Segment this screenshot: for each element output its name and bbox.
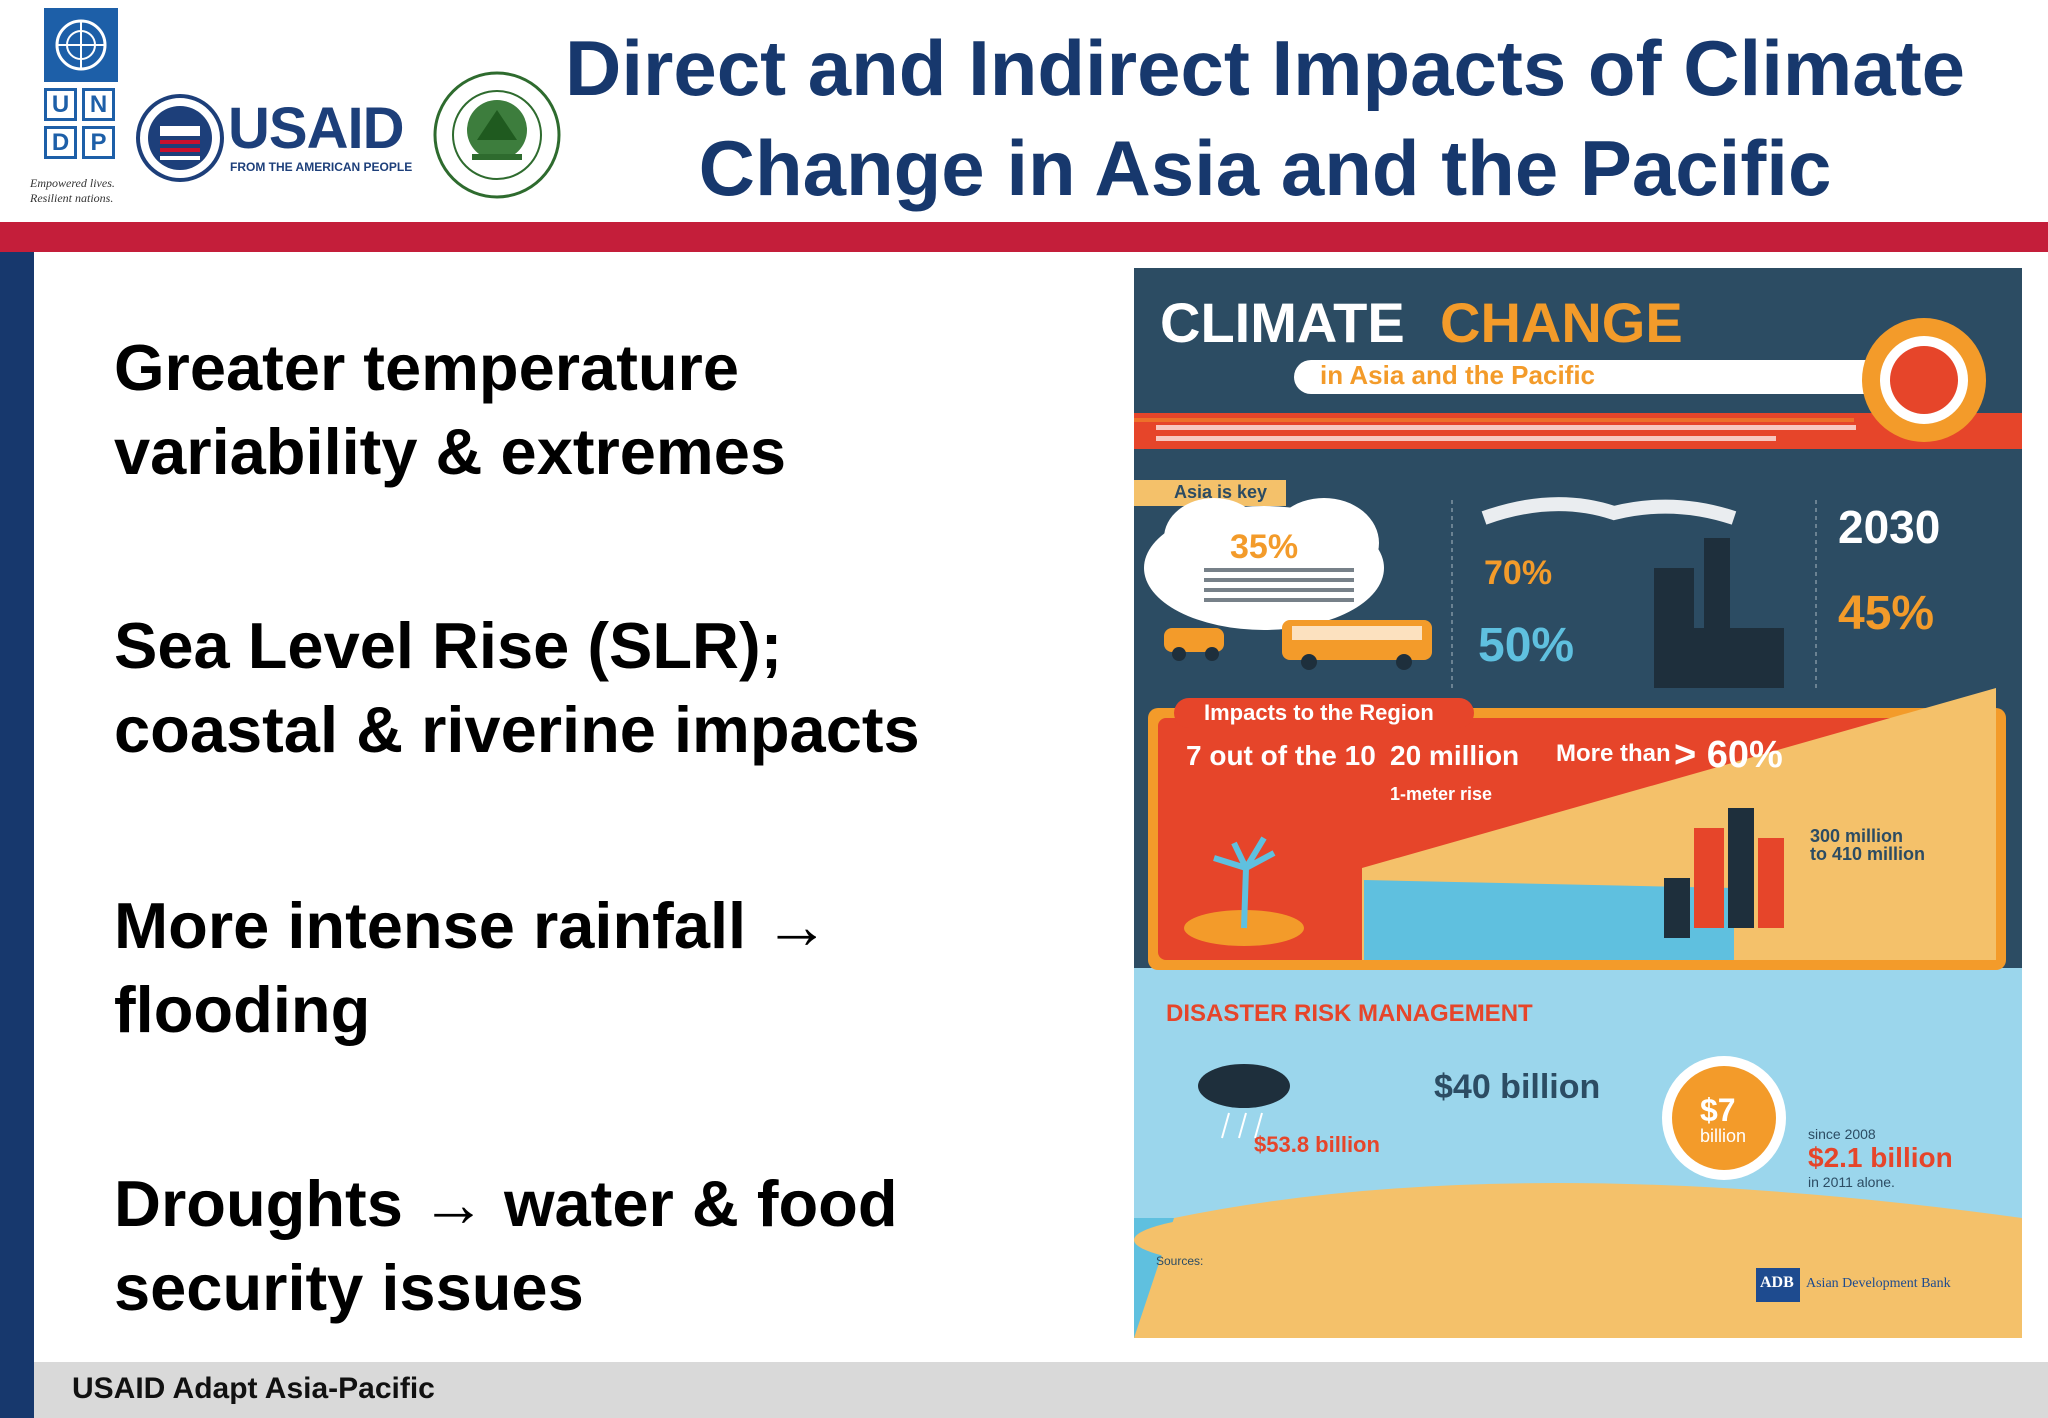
left-accent-bar <box>0 252 34 1418</box>
since-2008: since 2008 <box>1808 1126 1876 1142</box>
stat-53-8-billion: $53.8 billion <box>1254 1132 1380 1157</box>
slide-title-line2: Change in Asia and the Pacific <box>698 124 1832 212</box>
stat-45-percent: 45% <box>1838 587 1935 640</box>
bullet-line: More intense rainfall → <box>114 889 830 962</box>
header-divider-bar <box>0 222 2048 252</box>
footer-bar <box>34 1362 2048 1418</box>
climate-change-infographic: CLIMATE CHANGE in Asia and the Pacific A… <box>1134 268 2022 1338</box>
stat-60-percent: > 60% <box>1674 734 1783 776</box>
stat-410-million: to 410 million <box>1810 844 1926 864</box>
undp-tagline-line1: Empowered lives. <box>30 176 115 190</box>
usaid-wordmark: USAID <box>228 96 404 161</box>
undp-letter-n: N <box>82 88 115 121</box>
undp-tagline: Empowered lives. Resilient nations. <box>30 176 150 206</box>
bullet-line: flooding <box>114 973 371 1046</box>
bullet-droughts: Droughts → water & food security issues <box>114 1162 1074 1330</box>
infographic-subtitle: in Asia and the Pacific <box>1320 360 1596 390</box>
stat-300-million: 300 million <box>1810 826 1904 846</box>
one-meter-rise: 1-meter rise <box>1390 784 1493 804</box>
infographic-title-change: CHANGE <box>1440 291 1683 354</box>
more-than-label: More than <box>1556 740 1671 767</box>
undp-tagline-line2: Resilient nations. <box>30 191 114 205</box>
bullet-line: Greater temperature <box>114 331 739 404</box>
ait-seal-icon <box>432 70 562 200</box>
undp-logo: U N D P <box>44 8 118 208</box>
bullet-line: coastal & riverine impacts <box>114 693 920 766</box>
bullet-rainfall: More intense rainfall → flooding <box>114 884 1074 1052</box>
stat-50-percent: 50% <box>1478 619 1575 672</box>
un-emblem-icon <box>44 8 118 82</box>
stat-7-of-10: 7 out of the 10 <box>1186 740 1376 771</box>
drm-label: DISASTER RISK MANAGEMENT <box>1166 1000 1533 1027</box>
undp-letter-p: P <box>82 126 115 159</box>
stat-2-1-billion: $2.1 billion <box>1808 1142 1953 1173</box>
infographic-title-climate: CLIMATE <box>1160 291 1405 354</box>
slide-title-line1: Direct and Indirect Impacts of Climate <box>564 24 1965 112</box>
undp-letter-u: U <box>44 88 77 121</box>
stat-70-percent: 70% <box>1484 554 1553 592</box>
stat-35-percent: 35% <box>1230 528 1299 566</box>
bullet-line: Sea Level Rise (SLR); <box>114 609 783 682</box>
bullet-line: Droughts → water & food <box>114 1167 898 1240</box>
slide-header <box>0 0 2048 222</box>
stat-7-billion: $7 <box>1700 1092 1736 1128</box>
in-2011: in 2011 alone. <box>1808 1174 1895 1190</box>
sources-label: Sources: <box>1156 1254 1204 1268</box>
usaid-seal-icon <box>136 94 224 182</box>
stat-7-billion-unit: billion <box>1700 1126 1747 1146</box>
asia-is-key-label: Asia is key <box>1174 482 1268 502</box>
bullet-line: variability & extremes <box>114 415 787 488</box>
stat-2030: 2030 <box>1838 501 1941 553</box>
infographic-artwork <box>1134 268 2022 1338</box>
impacts-region-label: Impacts to the Region <box>1204 700 1434 725</box>
bullet-sea-level-rise: Sea Level Rise (SLR); coastal & riverine… <box>114 604 1074 772</box>
bullet-line: security issues <box>114 1251 584 1324</box>
adb-name: Asian Development Bank <box>1806 1276 1951 1291</box>
stat-40-billion: $40 billion <box>1434 1068 1601 1106</box>
undp-letter-d: D <box>44 126 77 159</box>
usaid-tagline: FROM THE AMERICAN PEOPLE <box>230 160 413 174</box>
stat-20-million: 20 million <box>1390 740 1520 771</box>
bullet-temperature: Greater temperature variability & extrem… <box>114 326 1074 494</box>
footer-text: USAID Adapt Asia-Pacific <box>72 1372 435 1405</box>
adb-logo-mark: ADB <box>1760 1274 1794 1291</box>
slide-title: Direct and Indirect Impacts of Climate C… <box>500 18 2030 218</box>
